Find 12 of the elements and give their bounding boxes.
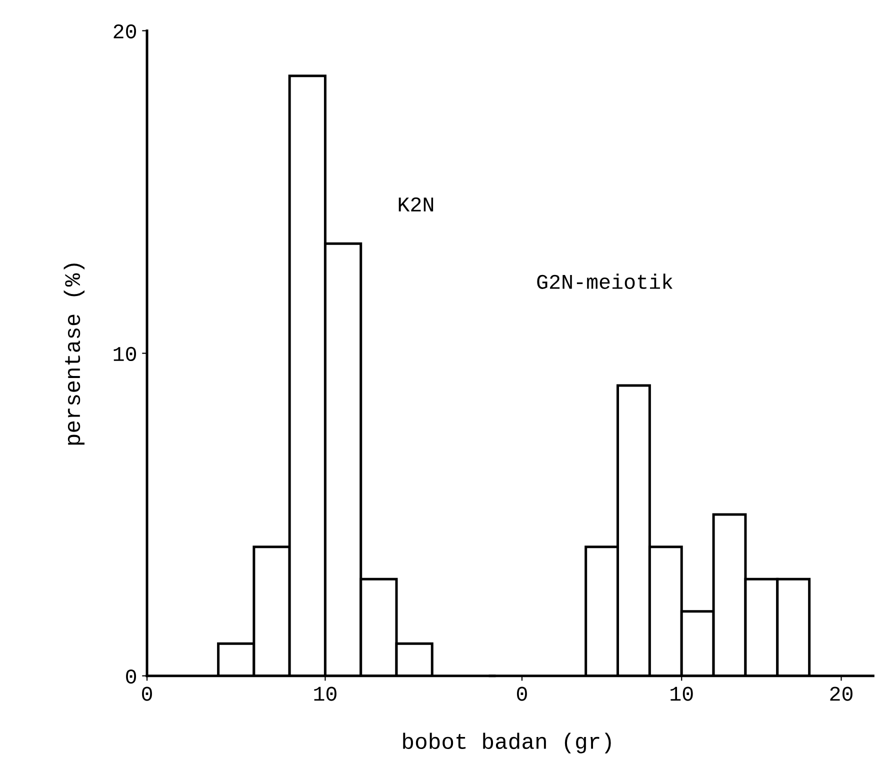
- x-tick-label: 20: [830, 686, 852, 701]
- x-tick-label: 10: [314, 686, 336, 701]
- y-tick-label: 0: [126, 669, 136, 684]
- text: G2N-meiotik: [537, 274, 672, 289]
- text: K2N: [398, 197, 434, 212]
- x-axis-title: bobot badan (gr): [403, 732, 611, 754]
- x-tick-label: 0: [516, 686, 527, 701]
- y-tick-label: 10: [114, 346, 136, 362]
- y-tick-label: 20: [114, 24, 136, 38]
- x-tick-label: 10: [670, 686, 693, 701]
- x-tick-label: 0: [142, 686, 152, 701]
- y-axis-title: persentase (%): [64, 264, 85, 445]
